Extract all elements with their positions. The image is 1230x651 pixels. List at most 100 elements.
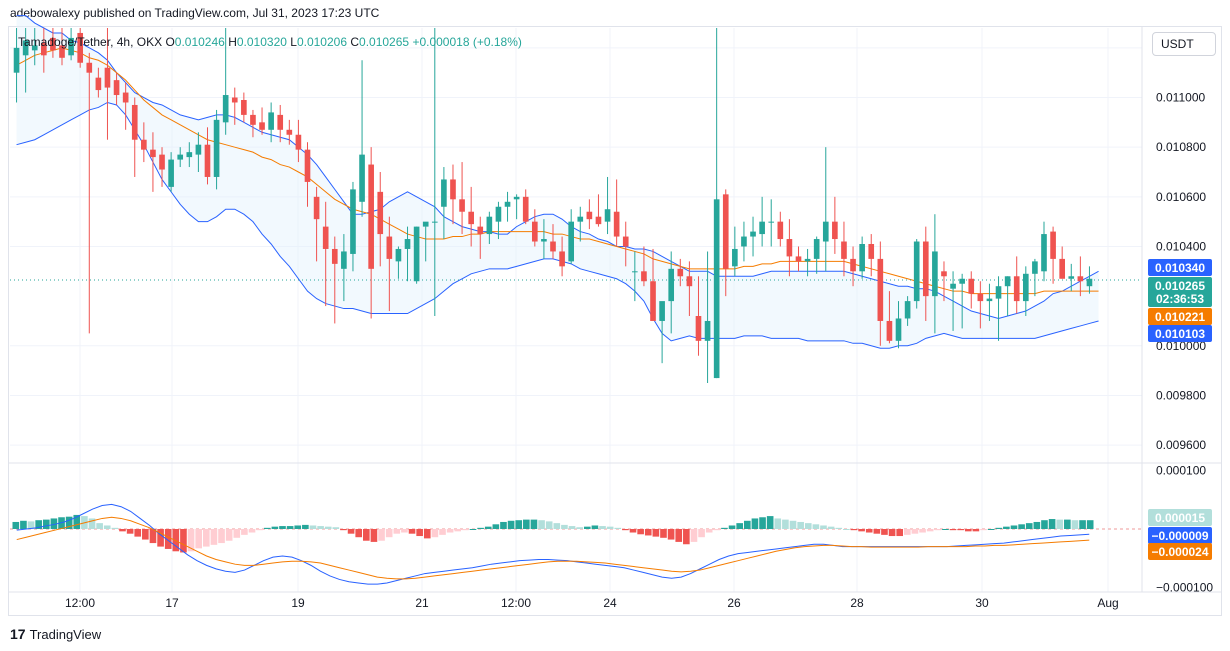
candle	[622, 221, 629, 267]
candle-body	[304, 149, 311, 182]
macd-histogram-bar	[469, 529, 477, 530]
candle-body	[268, 112, 274, 130]
candle-body	[213, 119, 220, 177]
close-label: C	[350, 35, 360, 49]
bollinger-bands	[10, 15, 1142, 349]
candle	[686, 261, 693, 316]
candle-body	[322, 226, 329, 249]
price-badge-bg	[1148, 527, 1212, 544]
macd-line	[16, 503, 1090, 585]
candle	[613, 179, 620, 247]
candle-body	[522, 196, 529, 222]
candle	[813, 236, 820, 274]
candle	[131, 97, 138, 177]
macd-histogram-bar	[65, 516, 73, 529]
tradingview-mark-icon: 17	[10, 626, 26, 642]
price-badge-label: −0.000009	[1151, 529, 1208, 543]
macd-histogram-bar	[804, 523, 812, 529]
macd-histogram-bar	[644, 529, 652, 536]
candle	[31, 28, 38, 66]
candle-body	[622, 236, 629, 247]
macd-histogram-bar	[858, 529, 865, 532]
currency-button[interactable]: USDT	[1152, 32, 1216, 56]
candle	[204, 127, 211, 185]
candle-body	[986, 298, 993, 302]
candle-body	[595, 216, 602, 225]
macd-histogram-bar	[980, 529, 987, 531]
macd-histogram-bar	[850, 529, 858, 531]
candle-body	[168, 159, 174, 187]
candle-body	[922, 241, 929, 297]
candle	[541, 219, 547, 259]
candle-body	[50, 37, 56, 51]
macd-histogram-bar	[294, 525, 302, 529]
candle	[186, 142, 193, 168]
price-badge-label: 0.010103	[1155, 327, 1205, 341]
low-value: 0.010206	[296, 35, 348, 49]
candle	[222, 28, 229, 135]
candle	[422, 221, 429, 262]
macd-histogram-bar	[759, 517, 766, 529]
macd-histogram-bar	[530, 519, 538, 529]
candle-body	[250, 114, 256, 125]
chart-frame[interactable]	[8, 26, 1222, 616]
candle	[450, 164, 456, 225]
macd-histogram-bar	[385, 529, 393, 538]
macd-histogram-bar	[949, 529, 957, 531]
macd-histogram-bar	[302, 524, 309, 529]
candle-body	[277, 114, 284, 130]
candle	[359, 60, 365, 217]
countdown-label: 02:36:53	[1156, 292, 1204, 306]
candle	[786, 219, 793, 277]
candle-body	[795, 256, 802, 262]
candle-body	[41, 42, 47, 56]
candle	[722, 189, 729, 297]
macd-histogram-bar	[690, 529, 698, 542]
macd-histogram-bar	[766, 516, 774, 529]
macd-pane	[10, 503, 1142, 585]
candle	[832, 196, 838, 254]
publish-line: adebowalexy published on TradingView.com…	[10, 6, 380, 20]
candle-body	[713, 199, 720, 379]
candle	[604, 176, 611, 235]
candle	[41, 28, 47, 73]
candle	[195, 132, 202, 172]
candle-body	[1050, 231, 1056, 259]
candle-body	[541, 239, 547, 242]
candle	[577, 206, 584, 242]
candle-body	[95, 77, 102, 91]
candle	[1013, 256, 1020, 314]
candle	[877, 241, 884, 346]
price-tick-label: 0.009600	[1156, 438, 1206, 452]
macd-histogram-bar	[667, 529, 675, 540]
candle	[741, 221, 747, 262]
macd-histogram-bar	[477, 527, 484, 529]
candle	[950, 271, 956, 331]
candle-body	[804, 258, 811, 262]
candle-body	[431, 221, 438, 223]
macd-histogram-bar	[454, 529, 462, 532]
candle	[795, 246, 802, 272]
open-label: O	[165, 35, 175, 49]
tradingview-logo[interactable]: 17 TradingView	[10, 626, 101, 642]
candle	[341, 234, 347, 302]
candle-body	[559, 251, 565, 267]
candle-body	[259, 122, 265, 130]
candle	[632, 251, 638, 302]
candle	[441, 167, 447, 240]
macd-histogram-bar	[995, 527, 1003, 529]
candle-body	[722, 194, 729, 269]
candle	[386, 216, 393, 312]
macd-histogram-bar	[408, 529, 416, 534]
macd-histogram-bar	[553, 523, 561, 529]
candle-body	[150, 149, 156, 158]
macd-histogram-bar	[111, 527, 119, 529]
macd-histogram-bar	[904, 529, 911, 535]
candle	[86, 52, 93, 334]
candle-body	[959, 278, 965, 284]
candle-body	[286, 129, 293, 135]
macd-histogram-bar	[401, 529, 408, 533]
time-tick-label: 30	[975, 596, 989, 610]
candle-body	[31, 45, 38, 51]
